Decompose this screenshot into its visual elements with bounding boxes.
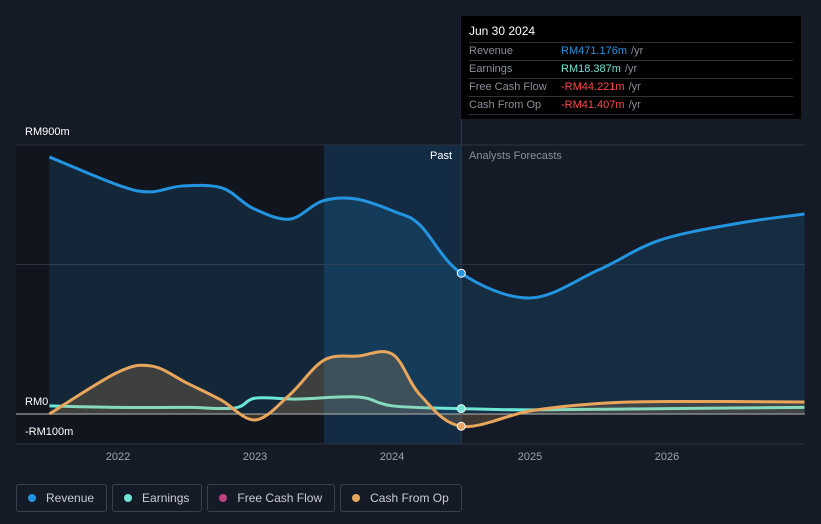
x-tick-label: 2024 — [379, 451, 405, 463]
fcf-dot-icon — [219, 494, 228, 502]
revenue-dot-icon — [28, 494, 36, 502]
tooltip-value: -RM44.221m — [561, 81, 625, 93]
cash-from-op-line — [48, 350, 805, 429]
tooltip-unit: /yr — [631, 45, 644, 57]
y-tick-label: -RM100m — [25, 426, 74, 438]
past-label: Past — [430, 150, 453, 162]
tooltip-unit: /yr — [624, 63, 638, 75]
y-tick-label: RM900m — [25, 126, 70, 138]
y-tick-label: RM0 — [25, 396, 49, 408]
revenue-area — [49, 156, 805, 415]
tooltip-row: Earnings RM18.387m/yr — [469, 61, 793, 79]
tooltip-label: Cash From Op — [469, 99, 542, 111]
tooltip-unit: /yr — [628, 99, 641, 111]
tooltip: Jun 30 2024 Revenue RM471.176m/yr Earnings… — [461, 16, 801, 119]
chart — [16, 16, 805, 445]
tooltip-row: Free Cash Flow -RM44.221m/yr — [469, 79, 793, 97]
earnings-marker — [456, 404, 466, 414]
x-tick-label: 2025 — [517, 451, 543, 463]
tooltip-row: Cash From Op -RM41.407m/yr — [469, 97, 793, 115]
tooltip-value: -RM41.407m — [561, 99, 625, 111]
tooltip-label: Free Cash Flow — [469, 81, 547, 93]
earnings-line — [49, 395, 805, 412]
forecast-label: Analysts Forecasts — [469, 150, 562, 162]
past-region — [16, 145, 324, 444]
revenue-line — [48, 155, 805, 300]
legend-label: Cash From Op — [370, 491, 449, 505]
past-highlight — [323, 145, 462, 444]
legend-label: Revenue — [46, 491, 95, 505]
tooltip-row: Revenue RM471.176m/yr — [469, 43, 793, 61]
cash-from-op-marker — [456, 421, 466, 431]
tooltip-label: Earnings — [469, 63, 513, 75]
legend-cash-from-op[interactable]: Cash From Op — [340, 484, 462, 512]
revenue-marker — [456, 268, 466, 278]
x-tick-label: 2023 — [242, 451, 268, 463]
legend-label: Earnings — [142, 491, 190, 505]
tooltip-unit: /yr — [628, 81, 641, 93]
cfo-dot-icon — [352, 494, 361, 502]
tooltip-label: Revenue — [469, 45, 514, 57]
legend-earnings[interactable]: Earnings — [112, 484, 203, 512]
x-tick-label: 2026 — [654, 451, 680, 463]
earnings-dot-icon — [124, 494, 133, 502]
tooltip-date: Jun 30 2024 — [469, 24, 793, 43]
legend: Revenue Earnings Free Cash Flow Cash Fro… — [16, 484, 462, 512]
cash-from-op-area — [49, 351, 805, 427]
legend-revenue[interactable]: Revenue — [16, 484, 108, 512]
legend-free-cash-flow[interactable]: Free Cash Flow — [207, 484, 336, 512]
legend-label: Free Cash Flow — [237, 491, 323, 505]
tooltip-value: RM18.387m — [561, 63, 621, 75]
x-tick-label: 2022 — [105, 451, 131, 463]
tooltip-value: RM471.176m — [561, 45, 628, 57]
